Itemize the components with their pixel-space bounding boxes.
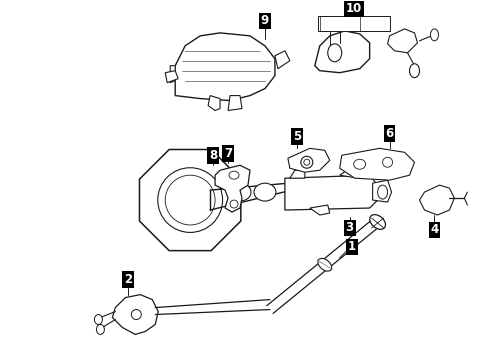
Polygon shape <box>340 168 360 178</box>
Ellipse shape <box>318 258 332 271</box>
Polygon shape <box>140 149 241 251</box>
Polygon shape <box>228 95 242 111</box>
Text: 8: 8 <box>209 149 217 162</box>
Text: 1: 1 <box>347 240 356 253</box>
Polygon shape <box>288 148 330 172</box>
Ellipse shape <box>328 44 342 62</box>
Text: 10: 10 <box>345 3 362 15</box>
Polygon shape <box>165 71 178 83</box>
Polygon shape <box>170 66 175 83</box>
Ellipse shape <box>97 324 104 334</box>
Polygon shape <box>285 175 378 210</box>
Polygon shape <box>315 31 369 73</box>
Polygon shape <box>112 294 158 334</box>
Polygon shape <box>372 180 392 202</box>
Text: 3: 3 <box>345 221 354 234</box>
Text: 4: 4 <box>430 224 439 237</box>
Polygon shape <box>175 33 275 100</box>
Polygon shape <box>275 51 290 69</box>
Ellipse shape <box>229 183 251 201</box>
Ellipse shape <box>254 183 276 201</box>
Text: 7: 7 <box>224 147 232 160</box>
Polygon shape <box>310 205 330 215</box>
Polygon shape <box>318 16 390 31</box>
Ellipse shape <box>370 215 386 229</box>
Polygon shape <box>419 185 454 215</box>
Text: 5: 5 <box>293 130 301 143</box>
Polygon shape <box>340 148 415 180</box>
Polygon shape <box>290 170 305 178</box>
Text: 6: 6 <box>386 127 393 140</box>
Text: 9: 9 <box>261 14 269 27</box>
Ellipse shape <box>95 315 102 324</box>
Ellipse shape <box>431 29 439 41</box>
Ellipse shape <box>410 64 419 78</box>
Polygon shape <box>215 165 250 212</box>
Polygon shape <box>208 95 220 111</box>
Polygon shape <box>388 29 417 53</box>
Text: 2: 2 <box>124 273 132 286</box>
